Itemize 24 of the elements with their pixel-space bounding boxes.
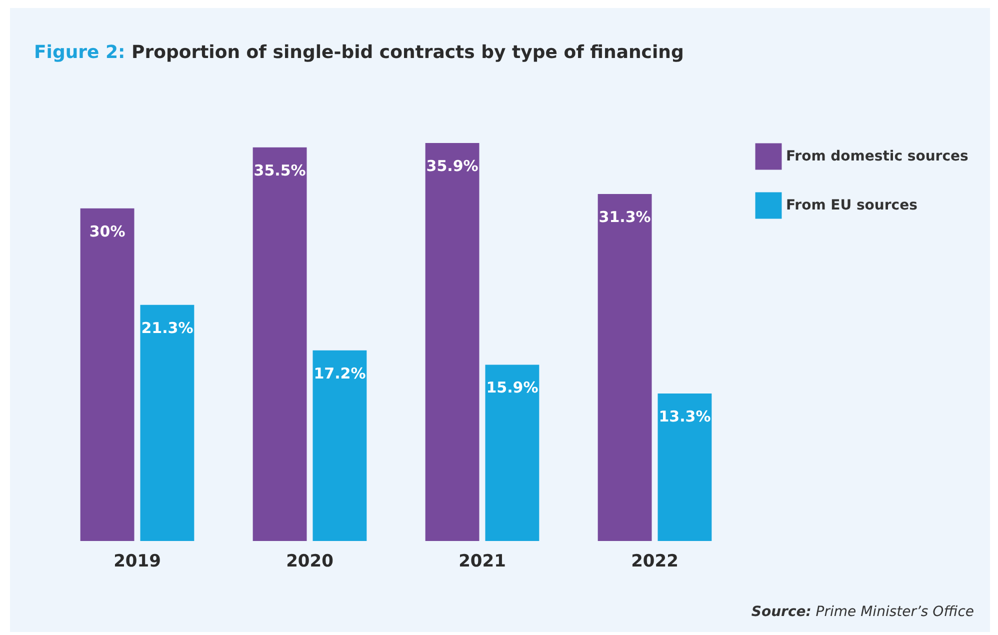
legend-label: From EU sources bbox=[786, 198, 918, 214]
bar bbox=[80, 208, 134, 541]
data-label: 30% bbox=[89, 222, 126, 240]
bar bbox=[658, 394, 712, 541]
x-tick-label: 2021 bbox=[458, 552, 506, 572]
x-tick-label: 2019 bbox=[114, 552, 161, 572]
bar bbox=[252, 147, 307, 541]
x-tick-label: 2020 bbox=[286, 552, 334, 572]
x-tick-label: 2022 bbox=[631, 552, 678, 572]
source-note: Source: Prime Minister’s Office bbox=[751, 604, 974, 620]
data-label: 35.5% bbox=[254, 161, 306, 180]
bar bbox=[598, 194, 652, 541]
data-label: 31.3% bbox=[598, 208, 651, 226]
bar bbox=[312, 350, 367, 541]
bar bbox=[425, 143, 480, 541]
data-label: 17.2% bbox=[314, 364, 366, 382]
legend-label: From domestic sources bbox=[786, 148, 968, 164]
chart-title: Figure 2: Proportion of single-bid contracts by type of financing bbox=[34, 42, 684, 63]
bar bbox=[140, 304, 194, 541]
data-label: 13.3% bbox=[658, 408, 711, 426]
data-label: 35.9% bbox=[426, 157, 478, 175]
data-label: 15.9% bbox=[486, 378, 538, 397]
bar bbox=[485, 364, 540, 541]
data-label: 21.3% bbox=[141, 318, 194, 337]
